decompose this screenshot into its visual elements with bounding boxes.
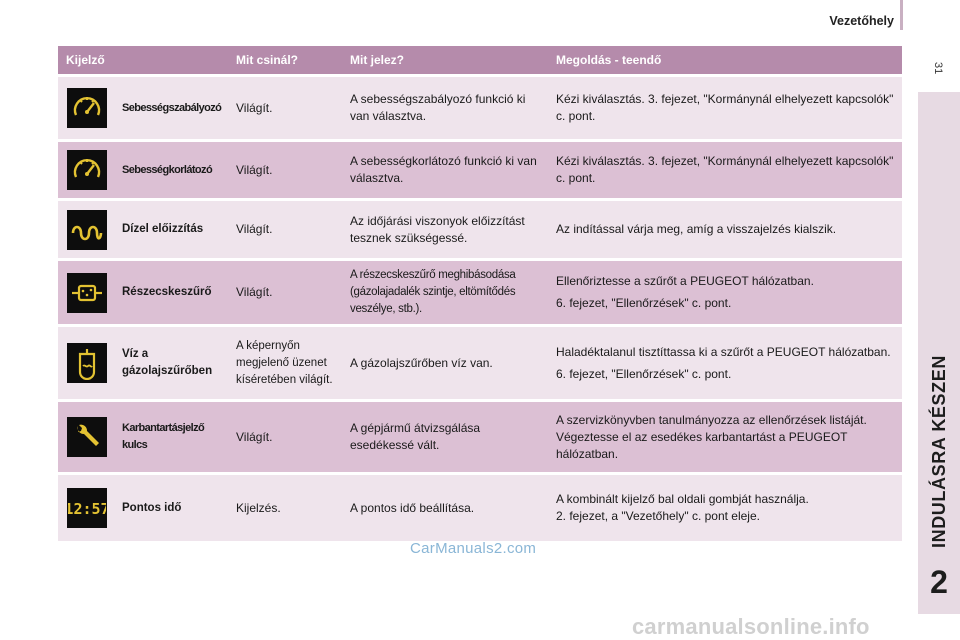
service-wrench-icon — [67, 417, 107, 457]
indicator-solution: A kombinált kijelző bal oldali gombját h… — [550, 475, 902, 541]
indicator-name: Pontos idő — [122, 501, 182, 514]
table-row: 12:57 Pontos idő Kijelzés. A pontos idő … — [58, 472, 902, 541]
icon-cell — [58, 77, 116, 139]
indicator-does: Világít. — [236, 429, 273, 444]
icon-cell — [58, 261, 116, 324]
header-divider — [900, 0, 903, 30]
indicator-does: Világít. — [236, 162, 273, 177]
chapter-box — [918, 562, 960, 614]
clock-display-icon: 12:57 — [67, 488, 107, 528]
indicator-name: Karbantartásjelző kulcs — [122, 422, 205, 451]
table-row: Részecskeszűrő Világít. A részecskeszűrő… — [58, 258, 902, 324]
indicator-name: Sebességszabályozó — [122, 101, 222, 114]
page-header-title: Vezetőhely — [829, 14, 894, 28]
solution-text: 2. fejezet, a "Vezetőhely" c. pont eleje… — [556, 509, 760, 523]
table-row: Sebességszabályozó Világít. A sebességsz… — [58, 74, 902, 139]
solution-text: 6. fejezet, "Ellenőrzések" c. pont. — [556, 296, 732, 310]
solution-text: A szervizkönyvben tanulmányozza az ellen… — [556, 412, 867, 461]
indicator-means: A részecskeszűrő meghibásodása (gázolaja… — [350, 269, 516, 315]
page-number: 31 — [932, 62, 944, 75]
column-header-means: Mit jelez? — [350, 53, 405, 67]
indicator-name: Sebességkorlátozó — [122, 163, 213, 176]
indicator-solution: Haladéktalanul tisztíttassa ki a szűrőt … — [550, 327, 902, 399]
water-in-fuel-icon — [67, 343, 107, 383]
indicator-does: Világít. — [236, 100, 273, 115]
indicator-means: A sebességkorlátozó funkció ki van válas… — [350, 154, 537, 185]
watermark-link[interactable]: CarManuals2.com — [410, 540, 537, 557]
table-row: Dízel előizzítás Világít. Az időjárási v… — [58, 198, 902, 258]
speed-regulator-icon — [67, 88, 107, 128]
icon-cell — [58, 402, 116, 472]
indicator-solution: Az indítással várja meg, amíg a visszaje… — [550, 201, 902, 258]
column-header-solution: Megoldás - teendő — [556, 53, 662, 67]
solution-text: 6. fejezet, "Ellenőrzések" c. pont. — [556, 366, 732, 381]
icon-cell — [58, 201, 116, 258]
indicator-solution: Kézi kiválasztás. 3. fejezet, "Kormányná… — [550, 77, 902, 139]
indicator-means: A gázolajszűrőben víz van. — [350, 355, 493, 370]
table-row: Sebességkorlátozó Világít. A sebességkor… — [58, 139, 902, 198]
solution-text: Ellenőriztesse a szűrőt a PEUGEOT hálóza… — [556, 274, 814, 288]
column-header-display: Kijelző — [66, 53, 105, 67]
indicator-table: Kijelző Mit csinál? Mit jelez? Megoldás … — [58, 46, 902, 541]
solution-text: Az indítással várja meg, amíg a visszaje… — [556, 222, 837, 236]
clock-display-value: 12:57 — [68, 500, 106, 518]
indicator-solution: Kézi kiválasztás. 3. fejezet, "Kormányná… — [550, 142, 902, 198]
particle-filter-icon — [67, 272, 107, 313]
solution-text: Kézi kiválasztás. 3. fejezet, "Kormányná… — [556, 154, 894, 185]
glow-plug-icon — [67, 209, 107, 250]
indicator-does: A képernyőn megjelenő üzenet kíséretében… — [236, 339, 333, 386]
indicator-name: Víz a gázolajszűrőben — [122, 348, 213, 377]
indicator-solution: A szervizkönyvben tanulmányozza az ellen… — [550, 402, 902, 472]
indicator-means: A gépjármű átvizsgálása esedékessé vált. — [350, 421, 481, 452]
indicator-name: Dízel előizzítás — [122, 223, 204, 235]
indicator-means: A pontos idő beállítása. — [350, 500, 475, 515]
table-row: Karbantartásjelző kulcs Világít. A gépjá… — [58, 399, 902, 472]
indicator-means: A sebességszabályozó funkció ki van vála… — [350, 92, 526, 123]
table-row: Víz a gázolajszűrőben A képernyőn megjel… — [58, 324, 902, 399]
solution-text: Haladéktalanul tisztíttassa ki a szűrőt … — [556, 344, 891, 359]
column-header-does: Mit csinál? — [236, 53, 299, 67]
section-label-text: INDULÁSRA KÉSZEN — [929, 355, 949, 548]
indicator-solution: Ellenőriztesse a szűrőt a PEUGEOT hálóza… — [550, 261, 902, 324]
indicator-does: Világít. — [236, 222, 273, 236]
watermark-text: carmanualsonline.info — [632, 614, 870, 639]
indicator-does: Kijelzés. — [236, 500, 281, 515]
icon-cell: 12:57 — [58, 475, 116, 541]
icon-cell — [58, 327, 116, 399]
speed-limiter-icon — [67, 150, 107, 190]
indicator-name: Részecskeszűrő — [122, 286, 212, 298]
table-header: Kijelző Mit csinál? Mit jelez? Megoldás … — [58, 46, 902, 74]
icon-cell — [58, 142, 116, 198]
solution-text: Kézi kiválasztás. 3. fejezet, "Kormányná… — [556, 92, 894, 123]
indicator-does: Világít. — [236, 285, 273, 299]
indicator-means: Az időjárási viszonyok előizzítást teszn… — [350, 213, 525, 245]
side-band — [918, 92, 960, 562]
solution-text: A kombinált kijelző bal oldali gombját h… — [556, 492, 809, 506]
chapter-number: 2 — [930, 564, 948, 600]
